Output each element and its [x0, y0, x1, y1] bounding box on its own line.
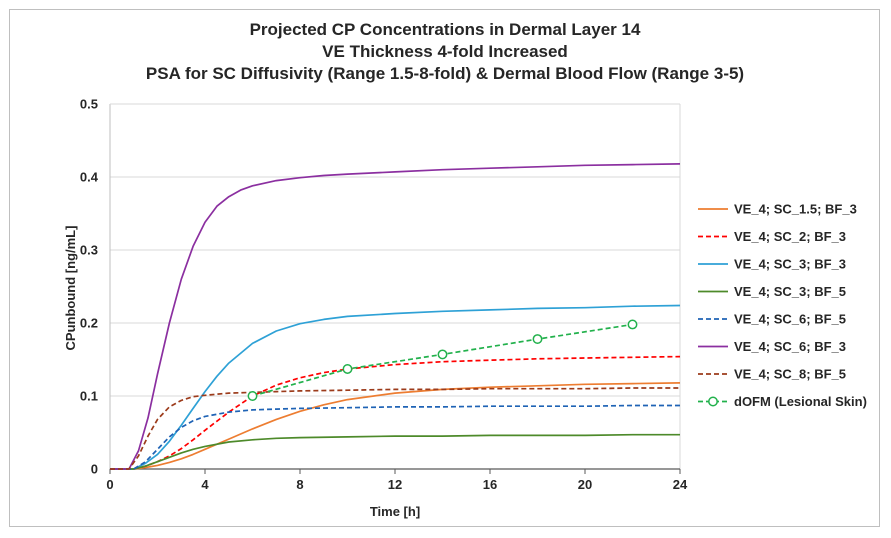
legend-label: VE_4; SC_8; BF_5 — [734, 367, 846, 382]
legend-label: VE_4; SC_6; BF_5 — [734, 312, 846, 327]
legend-label: dOFM (Lesional Skin) — [734, 394, 867, 409]
legend-label: VE_4; SC_1.5; BF_3 — [734, 202, 857, 217]
series-3 — [110, 304, 681, 470]
series-line — [110, 404, 680, 470]
x-tick-label: 0 — [106, 477, 113, 492]
series-line — [110, 355, 681, 470]
series-7 — [110, 387, 680, 470]
series-line — [110, 433, 680, 470]
series-4 — [110, 433, 680, 470]
data-point-marker — [627, 319, 638, 330]
series-line — [110, 387, 680, 470]
legend-label: VE_4; SC_3; BF_5 — [734, 284, 846, 299]
x-tick-label: 12 — [388, 477, 402, 492]
legend-label: VE_4; SC_3; BF_3 — [734, 257, 846, 272]
x-tick-label: 20 — [578, 477, 592, 492]
series-lines — [110, 163, 681, 470]
line-chart: Projected CP Concentrations in Dermal La… — [63, 20, 867, 519]
series-8 — [247, 319, 638, 401]
data-point-marker — [342, 364, 353, 374]
series-6 — [110, 163, 681, 470]
x-tick-label: 4 — [201, 477, 209, 492]
y-tick-label: 0.2 — [80, 316, 98, 331]
y-tick-label: 0.1 — [80, 389, 98, 404]
legend-label: VE_4; SC_2; BF_3 — [734, 229, 846, 244]
legend-item: VE_4; SC_8; BF_5 — [698, 367, 846, 382]
data-point-marker — [437, 349, 448, 360]
x-tick-label: 8 — [296, 477, 303, 492]
y-axis-label: CPunbound [ng/mL] — [63, 226, 78, 351]
legend: VE_4; SC_1.5; BF_3 VE_4; SC_2; BF_3 VE_4; … — [698, 202, 867, 409]
chart-frame: Projected CP Concentrations in Dermal La… — [9, 9, 880, 527]
x-axis-ticks: 0 4 8 12 16 20 24 — [106, 469, 688, 492]
y-tick-label: 0.5 — [80, 97, 98, 112]
series-line — [110, 304, 681, 470]
chart-title-line-3: PSA for SC Diffusivity (Range 1.5-8-fold… — [146, 64, 744, 83]
series-line — [110, 382, 681, 470]
legend-item: VE_4; SC_3; BF_5 — [698, 284, 846, 299]
x-tick-label: 16 — [483, 477, 497, 492]
chart-title: Projected CP Concentrations in Dermal La… — [146, 20, 744, 83]
y-tick-label: 0.4 — [80, 170, 99, 185]
chart-title-line-1: Projected CP Concentrations in Dermal La… — [250, 20, 641, 39]
legend-item: VE_4; SC_6; BF_3 — [698, 339, 846, 354]
x-axis-label: Time [h] — [370, 504, 420, 519]
legend-item: VE_4; SC_1.5; BF_3 — [698, 202, 857, 217]
legend-item: VE_4; SC_2; BF_3 — [698, 229, 846, 244]
legend-label: VE_4; SC_6; BF_3 — [734, 339, 846, 354]
y-axis-ticks: 0 0.1 0.2 0.3 0.4 0.5 — [80, 97, 99, 477]
legend-item: VE_4; SC_6; BF_5 — [698, 312, 846, 327]
series-2 — [110, 355, 681, 470]
data-point-marker — [532, 334, 543, 345]
series-5 — [110, 404, 680, 470]
legend-item: VE_4; SC_3; BF_3 — [698, 257, 846, 272]
series-1 — [110, 382, 681, 470]
chart-title-line-2: VE Thickness 4-fold Increased — [322, 42, 568, 61]
gridlines — [110, 103, 680, 397]
legend-marker — [708, 396, 718, 407]
series-line — [110, 163, 681, 470]
y-tick-label: 0.3 — [80, 243, 98, 258]
legend-item: dOFM (Lesional Skin) — [698, 394, 867, 409]
axes — [109, 103, 681, 470]
y-tick-label: 0 — [91, 462, 98, 477]
data-point-marker — [247, 391, 258, 401]
x-tick-label: 24 — [673, 477, 688, 492]
